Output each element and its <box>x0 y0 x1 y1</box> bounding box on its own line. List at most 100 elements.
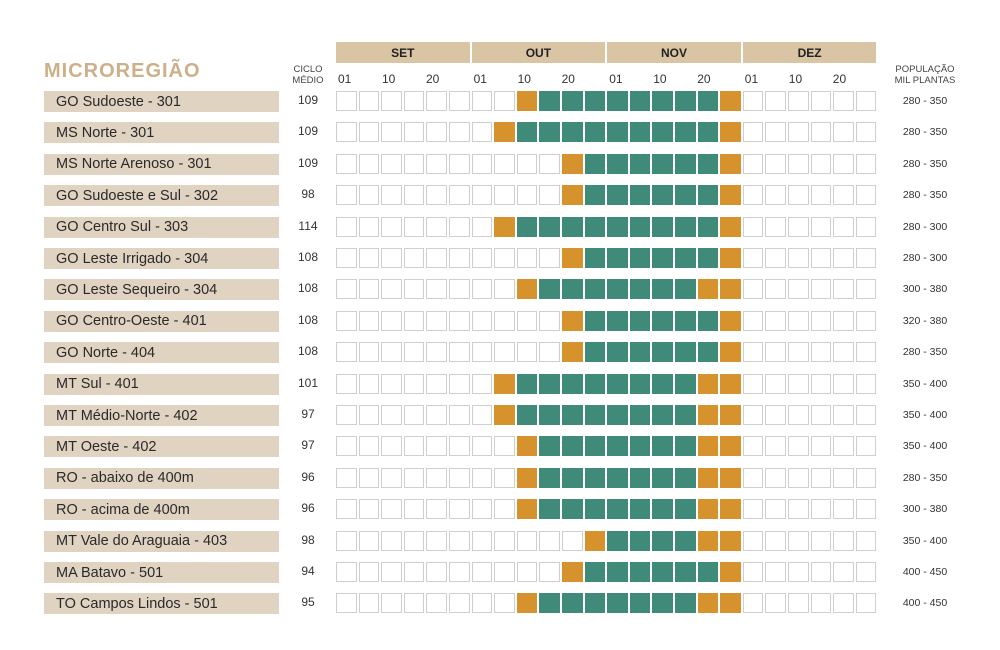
empty-cell <box>381 530 402 551</box>
empty-cell <box>765 436 786 457</box>
empty-cell <box>833 467 854 488</box>
recommended-window-cell <box>539 593 560 614</box>
empty-cell <box>381 153 402 174</box>
empty-cell <box>765 122 786 143</box>
recommended-window-cell <box>629 91 651 111</box>
edge-window-cell <box>720 153 741 174</box>
row-label: RO - acima de 400m <box>44 499 279 521</box>
empty-cell <box>426 499 447 520</box>
population-value: 280 - 350 <box>902 95 948 107</box>
edge-window-cell <box>720 342 741 363</box>
population-value: 320 - 380 <box>902 314 948 327</box>
empty-cell <box>833 153 854 174</box>
empty-cell <box>426 91 447 111</box>
empty-cell <box>358 342 380 363</box>
recommended-window-cell <box>516 216 538 237</box>
empty-cell <box>449 499 470 520</box>
empty-cell <box>358 405 380 425</box>
empty-cell <box>494 467 515 488</box>
empty-cell <box>516 530 538 551</box>
empty-cell <box>742 436 764 457</box>
empty-cell <box>833 185 854 206</box>
edge-window-cell <box>720 436 741 457</box>
empty-cell <box>449 185 470 206</box>
cycle-value: 108 <box>297 250 319 264</box>
cycle-value: 114 <box>298 218 318 233</box>
empty-cell <box>403 248 425 268</box>
cycle-value: 97 <box>301 407 315 421</box>
empty-cell <box>449 342 470 363</box>
recommended-window-cell <box>652 593 673 614</box>
recommended-window-cell <box>607 436 628 457</box>
empty-cell <box>403 153 425 174</box>
empty-cell <box>742 91 764 111</box>
empty-cell <box>788 279 809 300</box>
empty-cell <box>539 153 560 174</box>
month-header-nov: NOV <box>607 42 741 63</box>
recommended-window-cell <box>675 530 696 551</box>
empty-cell <box>471 530 493 551</box>
recommended-window-cell <box>584 248 606 268</box>
edge-window-cell <box>494 405 515 425</box>
population-value: 350 - 400 <box>902 377 948 390</box>
empty-cell <box>810 499 832 520</box>
empty-cell <box>403 593 425 614</box>
empty-cell <box>810 467 832 488</box>
empty-cell <box>788 91 809 111</box>
recommended-window-cell <box>607 122 628 143</box>
recommended-window-cell <box>675 153 696 174</box>
empty-cell <box>403 562 425 582</box>
edge-window-cell <box>697 279 719 300</box>
empty-cell <box>742 185 764 206</box>
empty-cell <box>471 562 493 582</box>
empty-cell <box>449 310 470 331</box>
recommended-window-cell <box>607 248 628 268</box>
recommended-window-cell <box>584 122 606 143</box>
empty-cell <box>358 248 380 268</box>
empty-cell <box>471 342 493 363</box>
empty-cell <box>788 593 809 614</box>
empty-cell <box>336 593 357 614</box>
recommended-window-cell <box>629 530 651 551</box>
empty-cell <box>381 342 402 363</box>
empty-cell <box>833 373 854 394</box>
empty-cell <box>833 499 854 520</box>
empty-cell <box>810 373 832 394</box>
recommended-window-cell <box>607 185 628 206</box>
empty-cell <box>449 467 470 488</box>
empty-cell <box>449 279 470 300</box>
recommended-window-cell <box>584 562 606 582</box>
cycle-value: 97 <box>301 438 315 453</box>
empty-cell <box>494 436 515 457</box>
cycle-header-line2: MÉDIO <box>292 75 324 86</box>
empty-cell <box>765 153 786 174</box>
recommended-window-cell <box>584 499 606 520</box>
empty-cell <box>381 279 402 300</box>
edge-window-cell <box>697 593 719 614</box>
recommended-window-cell <box>607 562 628 582</box>
empty-cell <box>833 342 854 363</box>
recommended-window-cell <box>629 562 651 582</box>
tick-label: 01 <box>609 72 623 86</box>
empty-cell <box>471 91 493 111</box>
population-value: 300 - 380 <box>902 503 948 516</box>
empty-cell <box>358 530 380 551</box>
empty-cell <box>426 248 447 268</box>
empty-cell <box>471 405 493 425</box>
empty-cell <box>833 122 854 143</box>
empty-cell <box>358 373 380 394</box>
recommended-window-cell <box>697 562 719 582</box>
recommended-window-cell <box>562 405 583 425</box>
empty-cell <box>855 185 877 206</box>
cycle-value: 108 <box>297 312 319 327</box>
population-header-line1: POPULAÇÃO <box>895 64 955 75</box>
empty-cell <box>742 153 764 174</box>
edge-window-cell <box>720 373 741 394</box>
recommended-window-cell <box>697 248 719 268</box>
empty-cell <box>765 530 786 551</box>
row-label: MT Oeste - 402 <box>44 436 279 458</box>
empty-cell <box>426 405 447 425</box>
recommended-window-cell <box>539 499 560 520</box>
recommended-window-cell <box>584 279 606 300</box>
tick-label: 20 <box>697 72 711 86</box>
